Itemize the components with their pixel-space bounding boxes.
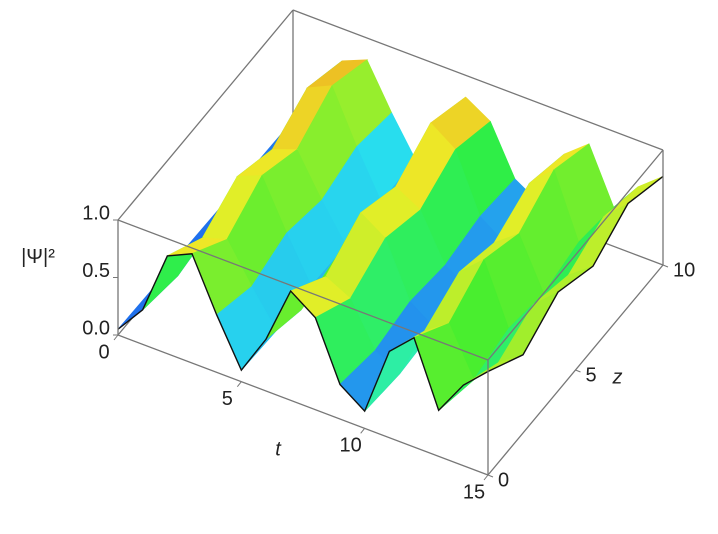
y-tick-label: 10: [673, 259, 695, 281]
side-edge: [487, 175, 664, 373]
y-tick: [487, 474, 494, 478]
z-tick-label: 0.0: [82, 317, 110, 339]
z-tick-label: 0.5: [82, 260, 110, 282]
y-tick: [575, 369, 581, 373]
y-tick-label: 5: [586, 364, 597, 386]
z-axis-label: |Ψ|²: [21, 246, 55, 268]
z-tick-label: 1.0: [82, 202, 110, 224]
x-tick: [360, 428, 366, 434]
box-edge: [117, 334, 489, 476]
x-tick-label: 10: [340, 435, 362, 457]
y-tick-label: 0: [498, 469, 509, 491]
surface: [117, 9, 664, 413]
box-edge: [117, 9, 294, 221]
front-edge: [117, 253, 489, 413]
box-edge: [487, 149, 664, 361]
box-edge: [292, 9, 664, 151]
x-tick-label: 5: [222, 388, 233, 410]
y-axis-label: z: [612, 366, 623, 388]
x-tick: [483, 474, 489, 481]
x-axis-label: t: [275, 438, 282, 460]
x-tick-label: 0: [98, 341, 109, 363]
x-tick: [113, 334, 119, 341]
box-edge: [117, 219, 489, 361]
x-tick-label: 15: [463, 481, 485, 503]
x-tick: [236, 381, 242, 387]
bounding-box: 0 5 10 15 0 5 10 0.0 0.5 1.0 t z |Ψ|²: [21, 149, 695, 503]
y-tick: [662, 264, 669, 268]
